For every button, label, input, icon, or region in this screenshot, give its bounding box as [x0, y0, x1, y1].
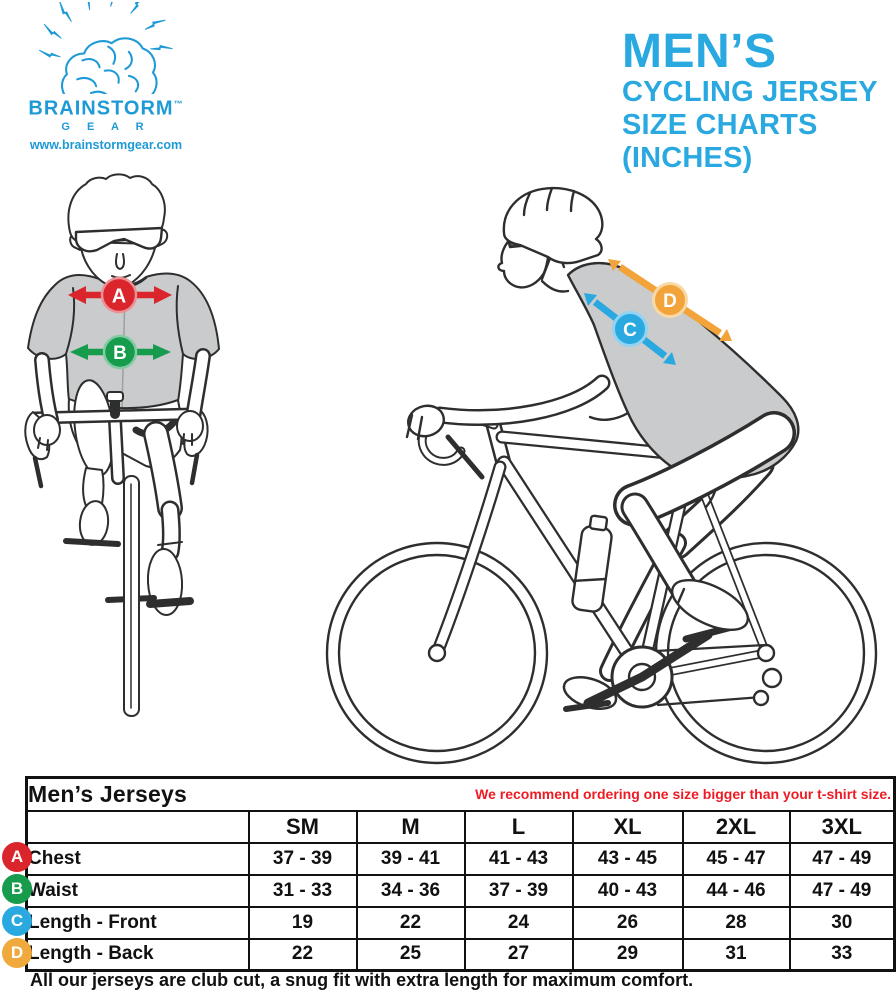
length-front-arrow-label: C: [623, 320, 637, 341]
title-line-3: SIZE CHARTS (INCHES): [622, 109, 818, 174]
size-header-row: SM M L XL 2XL 3XL: [25, 809, 896, 844]
measure-badge-d: D: [2, 938, 32, 968]
col-header-l: L: [463, 809, 574, 844]
col-header-m: M: [355, 809, 466, 844]
front-view-illustration: A B: [20, 168, 255, 743]
chest-measure-arrow: A: [68, 276, 172, 314]
title-line-1: MEN’S: [622, 25, 777, 78]
chest-arrow-label: A: [112, 286, 126, 308]
table-row-length-front: Length - Front 19 22 24 26 28 30: [25, 905, 896, 940]
title-line-2: CYCLING JERSEY: [622, 76, 878, 108]
footer-note: All our jerseys are club cut, a snug fit…: [30, 970, 694, 990]
brand-sub: G E A R: [61, 120, 151, 133]
measure-badge-c: C: [2, 906, 32, 936]
measure-badge-b: B: [2, 874, 32, 904]
measure-badge-a: A: [2, 842, 32, 872]
length-back-measure-arrow: D: [608, 259, 732, 341]
waist-arrow-label: B: [113, 343, 127, 364]
table-row-length-back: Length - Back 22 25 27 29 31 33: [25, 937, 896, 972]
brand-url: www.brainstormgear.com: [29, 137, 183, 152]
brand-name: BRAINSTORM™: [28, 97, 184, 120]
length-front-measure-arrow: C: [584, 293, 676, 365]
col-header-xl: XL: [571, 809, 684, 844]
waist-measure-arrow: B: [70, 334, 171, 370]
side-view-illustration: D C: [290, 175, 890, 765]
size-table: Men’s Jerseys We recommend ordering one …: [25, 776, 896, 972]
trademark-symbol: ™: [173, 99, 184, 109]
length-back-arrow-label: D: [663, 291, 677, 312]
table-note: We recommend ordering one size bigger th…: [475, 786, 892, 803]
table-row-chest: Chest 37 - 39 39 - 41 41 - 43 43 - 45 45…: [25, 841, 896, 876]
brain-icon: [39, 2, 173, 94]
col-header-3xl: 3XL: [788, 809, 896, 844]
col-header-sm: SM: [247, 809, 358, 844]
table-row-waist: Waist 31 - 33 34 - 36 37 - 39 40 - 43 44…: [25, 873, 896, 908]
page-title: MEN’S CYCLING JERSEY SIZE CHARTS (INCHES…: [622, 28, 896, 175]
brand-logo: BRAINSTORM™ G E A R www.brainstormgear.c…: [26, 2, 186, 153]
table-title: Men’s Jerseys: [28, 780, 188, 807]
col-header-2xl: 2XL: [681, 809, 791, 844]
